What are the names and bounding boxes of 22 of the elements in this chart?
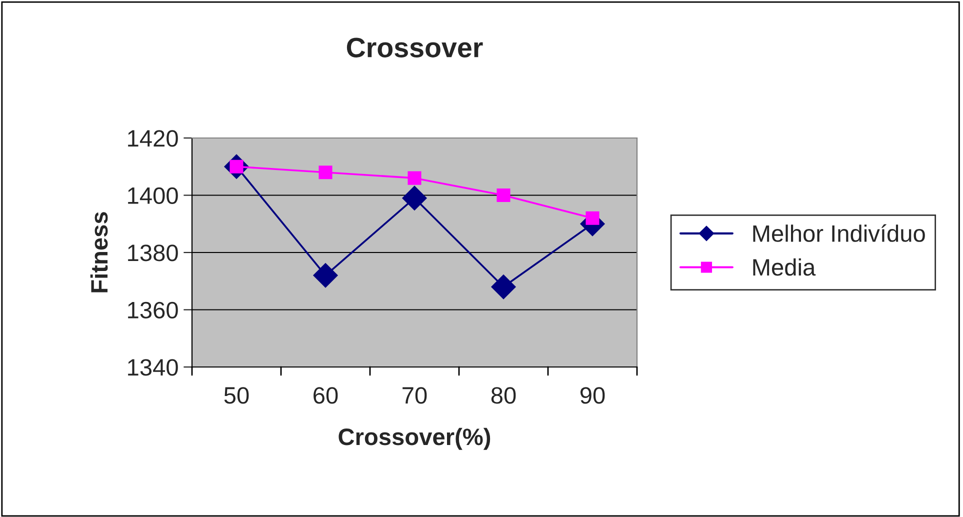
y-tick-label: 1420	[128, 130, 178, 147]
y-tick-label: 1380	[128, 244, 178, 262]
x-tick-label: 60	[314, 387, 338, 404]
point	[402, 186, 427, 210]
legend-label: Media	[753, 258, 816, 276]
chart-title: Crossover	[346, 38, 483, 58]
point	[313, 263, 338, 288]
y-tick-label: 1340	[128, 359, 178, 376]
x-tick-label: 70	[402, 387, 427, 404]
x-tick-label: 80	[491, 387, 516, 404]
y-tick-label: 1360	[128, 302, 178, 319]
point	[318, 166, 332, 180]
point	[586, 211, 600, 225]
y-axis-title: Fitness	[90, 212, 108, 292]
y-tick-label: 1400	[128, 187, 178, 204]
legend-label: Melhor Indivíduo	[753, 224, 925, 242]
point	[491, 274, 516, 300]
point	[408, 171, 422, 185]
point	[496, 188, 510, 202]
x-tick-label: 50	[224, 387, 249, 404]
x-tick-label: 90	[580, 387, 605, 404]
x-axis-title: Crossover(%)	[338, 428, 490, 450]
